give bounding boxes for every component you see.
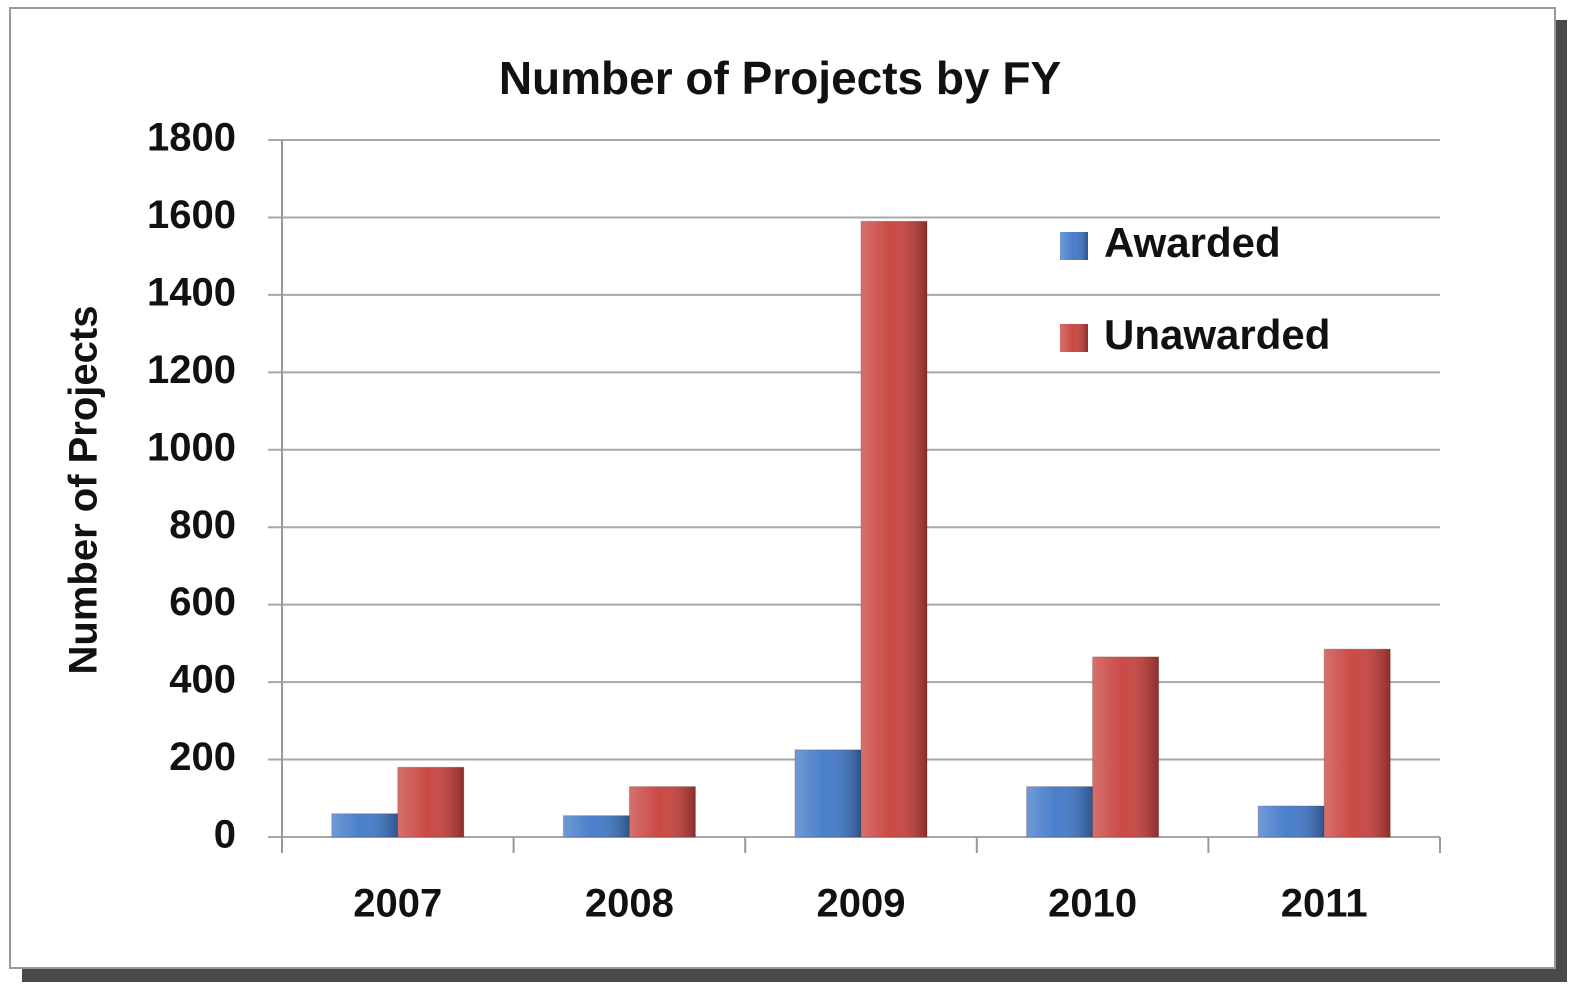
y-tick-label: 1000 xyxy=(147,425,236,469)
legend-swatch-shade xyxy=(1060,232,1088,260)
x-tick-label: 2010 xyxy=(1048,882,1137,926)
bar-shade xyxy=(795,749,861,837)
bar-shade xyxy=(1092,656,1159,837)
x-tick-label: 2009 xyxy=(817,882,906,926)
y-tick-label: 800 xyxy=(169,503,236,547)
y-tick-label: 1800 xyxy=(147,116,236,160)
y-tick-label: 0 xyxy=(214,813,236,857)
y-tick-label: 400 xyxy=(169,658,236,702)
bar-shade xyxy=(397,767,464,837)
y-tick-label: 200 xyxy=(169,735,236,779)
bar-shade xyxy=(331,813,398,837)
legend-label: Unawarded xyxy=(1104,311,1330,358)
x-tick-label: 2008 xyxy=(585,882,674,926)
y-axis-title: Number of Projects xyxy=(62,306,106,675)
legend-swatch-shade xyxy=(1060,324,1088,352)
bar-shade xyxy=(1026,786,1093,837)
bar-shade xyxy=(629,786,696,837)
legend-label: Awarded xyxy=(1104,219,1281,266)
y-tick-label: 1200 xyxy=(147,348,236,392)
bar-shade xyxy=(861,221,927,838)
x-tick-label: 2011 xyxy=(1281,882,1368,926)
bar-shade xyxy=(1258,806,1325,837)
y-tick-label: 600 xyxy=(169,580,236,624)
y-tick-label: 1400 xyxy=(147,270,236,314)
x-tick-label: 2007 xyxy=(353,882,442,926)
bar-shade xyxy=(1324,649,1391,837)
y-tick-label: 1600 xyxy=(147,193,236,237)
chart-title: Number of Projects by FY xyxy=(499,52,1061,104)
bar-shade xyxy=(563,815,630,837)
